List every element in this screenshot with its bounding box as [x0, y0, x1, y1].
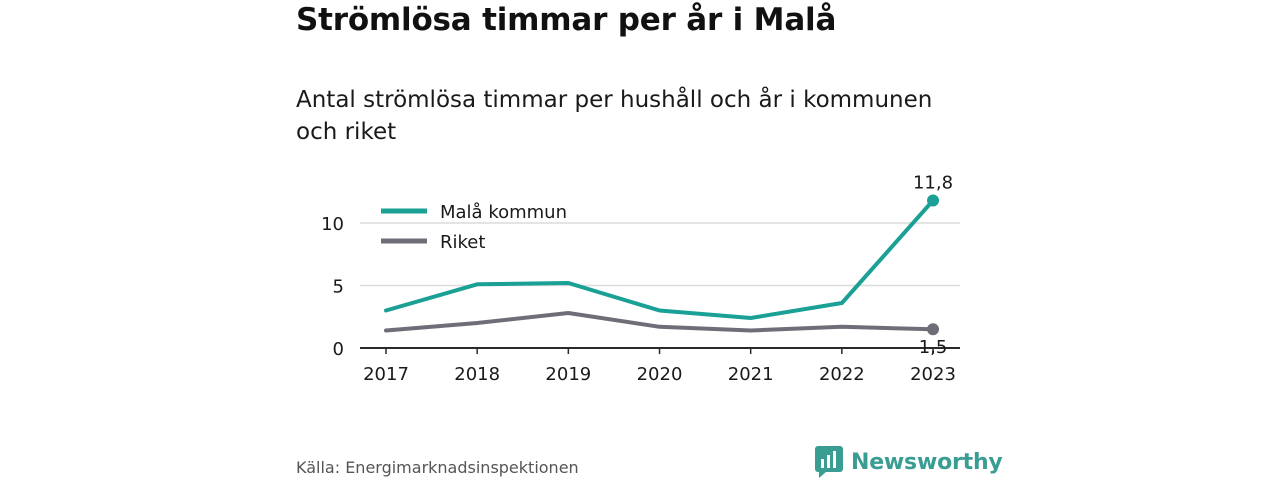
x-tick-label: 2017	[363, 364, 409, 385]
legend-label-mala-kommun: Malå kommun	[440, 202, 567, 223]
line-chart: 0 5 10 2017 2018 2019 2020 2021 2022 2023 11,8 1,5 M…	[321, 173, 960, 385]
end-label-mala-kommun: 11,8	[913, 173, 953, 194]
end-label-riket: 1,5	[919, 337, 948, 358]
x-tick-label: 2021	[728, 364, 774, 385]
end-point-mala-kommun	[927, 194, 940, 207]
newsworthy-logo-text: Newsworthy	[851, 449, 1003, 475]
series-line-mala-kommun	[384, 198, 935, 320]
chart-subtitle: Antal strömlösa timmar per hushåll och å…	[296, 87, 933, 145]
series-line-riket	[384, 311, 935, 333]
newsworthy-logo-icon	[815, 446, 843, 478]
legend-label-riket: Riket	[440, 232, 485, 253]
x-tick-label: 2018	[454, 364, 500, 385]
x-tick-label: 2019	[545, 364, 591, 385]
end-point-riket	[927, 323, 940, 336]
newsworthy-logo: Newsworthy	[815, 446, 1003, 478]
x-tick-label: 2020	[637, 364, 683, 385]
x-tick-label: 2022	[819, 364, 865, 385]
chart-title: Strömlösa timmar per år i Malå	[296, 2, 837, 38]
y-tick-label: 10	[321, 214, 344, 235]
x-tick-label: 2023	[910, 364, 956, 385]
source-text: Källa: Energimarknadsinspektionen	[296, 458, 579, 477]
y-tick-label: 0	[333, 339, 344, 360]
y-tick-label: 5	[333, 277, 344, 298]
